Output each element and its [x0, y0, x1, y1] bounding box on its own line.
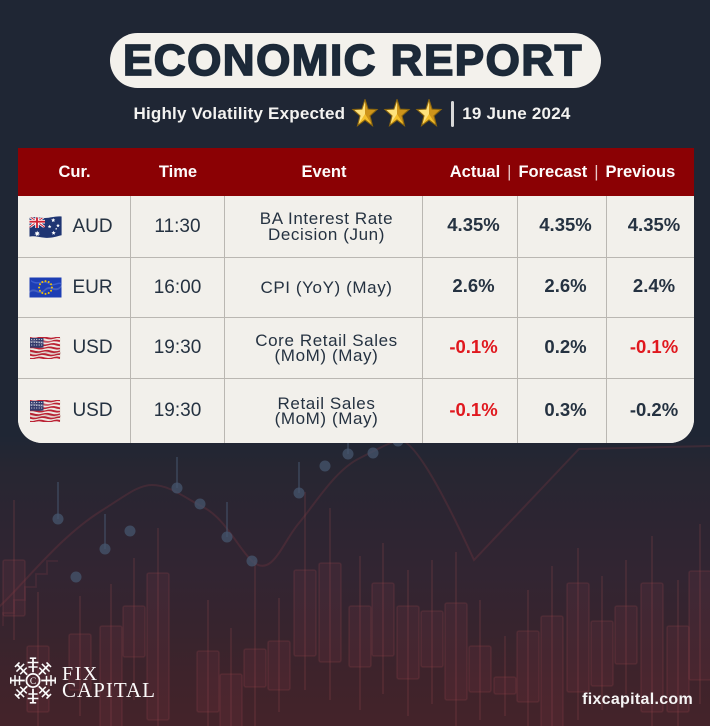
svg-text:C: C — [30, 677, 36, 687]
